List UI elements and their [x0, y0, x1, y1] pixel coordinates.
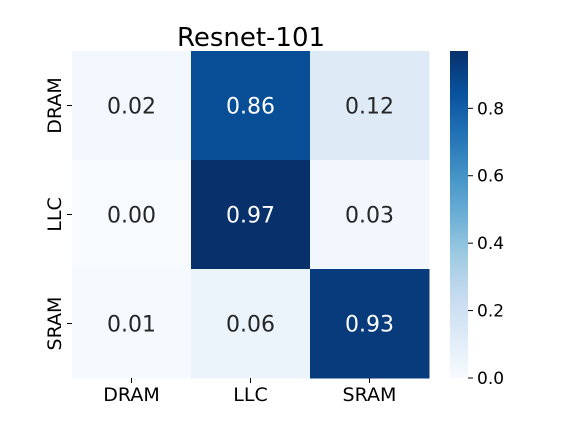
cell-value-label: 0.03 — [345, 204, 394, 229]
cell-value-label: 0.86 — [226, 95, 275, 120]
heatmap-cell-llc-sram — [310, 160, 430, 270]
heatmap-cell-dram-llc — [191, 51, 311, 161]
colorbar: 0.0 0.2 0.4 0.6 0.8 — [450, 51, 504, 389]
x-tick-label-llc: LLC — [233, 384, 267, 406]
cell-value-label: 0.06 — [226, 313, 275, 338]
colorbar-gradient — [450, 51, 468, 378]
colorbar-tick-label: 0.0 — [477, 369, 504, 389]
heatmap-cells — [72, 51, 430, 379]
cell-value-label: 0.01 — [107, 313, 156, 338]
colorbar-tick-label: 0.6 — [477, 167, 504, 187]
colorbar-tick-label: 0.4 — [477, 234, 504, 254]
heatmap-cell-sram-sram — [310, 269, 430, 379]
y-tick-label-llc: LLC — [44, 197, 66, 231]
cell-value-labels: 0.02 0.86 0.12 0.00 0.97 0.03 0.01 0.06 0.93 — [107, 95, 394, 338]
cell-value-label: 0.00 — [107, 204, 156, 229]
y-tick-label-sram: SRAM — [44, 297, 66, 351]
x-axis-ticks: DRAM LLC SRAM — [103, 378, 396, 406]
heatmap-cell-dram-dram — [72, 51, 192, 161]
cell-value-label: 0.12 — [345, 95, 394, 120]
heatmap-cell-dram-sram — [310, 51, 430, 161]
heatmap-cell-sram-llc — [191, 269, 311, 379]
heatmap-cell-llc-llc — [191, 160, 311, 270]
heatmap-cell-sram-dram — [72, 269, 192, 379]
x-tick-label-dram: DRAM — [103, 384, 159, 406]
y-axis-ticks: DRAM LLC SRAM — [44, 77, 72, 350]
colorbar-ticks: 0.0 0.2 0.4 0.6 0.8 — [468, 99, 504, 389]
x-tick-label-sram: SRAM — [343, 384, 397, 406]
chart-title: Resnet-101 — [177, 23, 325, 53]
colorbar-tick-label: 0.2 — [477, 302, 504, 322]
cell-value-label: 0.93 — [345, 313, 394, 338]
cell-value-label: 0.97 — [226, 204, 275, 229]
colorbar-tick-label: 0.8 — [477, 99, 504, 119]
cell-value-label: 0.02 — [107, 95, 156, 120]
heatmap-cell-llc-dram — [72, 160, 192, 270]
y-tick-label-dram: DRAM — [44, 77, 66, 133]
